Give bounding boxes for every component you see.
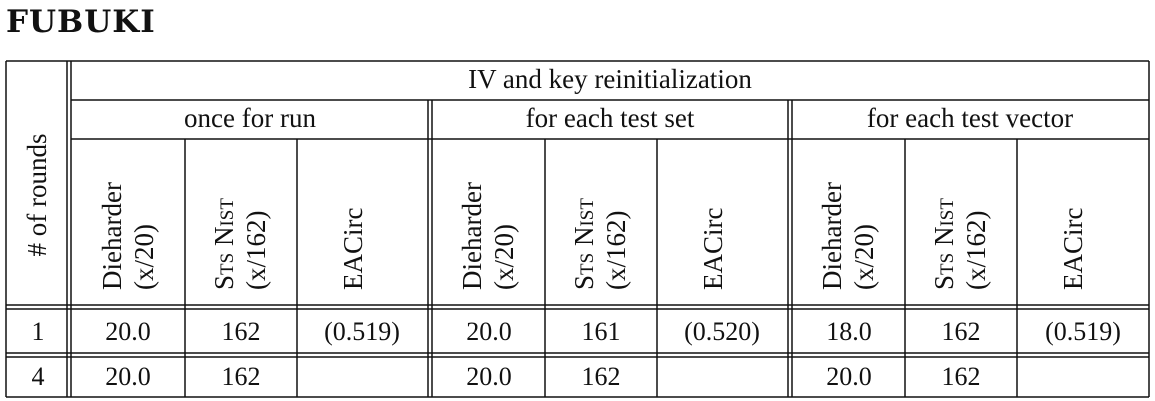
table-cell: 18.0: [826, 317, 872, 346]
svg-text:EACirc: EACirc: [698, 208, 728, 290]
table-cell: 161: [582, 317, 621, 346]
table-cell: 20.0: [826, 362, 872, 391]
table-cell: 20.0: [105, 362, 151, 391]
svg-text:(x/162): (x/162): [601, 211, 631, 290]
col-header-dieharder: Dieharder (x/20): [817, 182, 879, 290]
rounds-header: # of rounds: [22, 134, 52, 257]
svg-text:STS NIST: STS NIST: [929, 198, 959, 290]
col-header-dieharder: Dieharder (x/20): [97, 182, 159, 290]
table-cell: (0.520): [684, 317, 760, 346]
svg-text:STS NIST: STS NIST: [209, 198, 239, 290]
table-cell: 162: [582, 362, 621, 391]
page-title: FUBUKI: [6, 4, 156, 40]
subgroup-each-test-vector: for each test vector: [867, 103, 1073, 133]
table-cell: 20.0: [466, 317, 512, 346]
svg-text:STS NIST: STS NIST: [569, 198, 599, 290]
svg-text:(x/20): (x/20): [129, 224, 159, 290]
col-header-sts-nist: STS NIST (x/162): [929, 198, 991, 290]
table-cell: 162: [222, 317, 261, 346]
table-cell: 162: [942, 317, 981, 346]
table-cell: 162: [222, 362, 261, 391]
svg-text:Dieharder: Dieharder: [97, 182, 127, 290]
col-header-sts-nist: STS NIST (x/162): [569, 198, 631, 290]
col-header-eacirc: EACirc: [338, 208, 368, 290]
svg-text:EACirc: EACirc: [1058, 208, 1088, 290]
table-cell: (0.519): [1045, 317, 1121, 346]
svg-text:(x/20): (x/20): [489, 224, 519, 290]
group-header: IV and key reinitialization: [468, 64, 752, 94]
col-header-sts-nist: STS NIST (x/162): [209, 198, 271, 290]
table-cell: (0.519): [324, 317, 400, 346]
table-cell: 20.0: [105, 317, 151, 346]
subgroup-each-test-set: for each test set: [526, 103, 695, 133]
table-row: 4 20.0 162 20.0 162 20.0 162: [32, 362, 981, 391]
subgroup-once-for-run: once for run: [184, 103, 316, 133]
rounds-cell: 1: [32, 317, 45, 346]
col-header-dieharder: Dieharder (x/20): [457, 182, 519, 290]
col-header-eacirc: EACirc: [1058, 208, 1088, 290]
table-cell: 162: [942, 362, 981, 391]
svg-text:(x/162): (x/162): [961, 211, 991, 290]
table-row: 1 20.0 162 (0.519) 20.0 161 (0.520) 18.0…: [32, 317, 1121, 346]
svg-text:EACirc: EACirc: [338, 208, 368, 290]
svg-text:(x/162): (x/162): [241, 211, 271, 290]
col-header-eacirc: EACirc: [698, 208, 728, 290]
rounds-cell: 4: [32, 362, 45, 391]
svg-text:Dieharder: Dieharder: [457, 182, 487, 290]
table-cell: 20.0: [466, 362, 512, 391]
svg-text:Dieharder: Dieharder: [817, 182, 847, 290]
svg-text:(x/20): (x/20): [849, 224, 879, 290]
